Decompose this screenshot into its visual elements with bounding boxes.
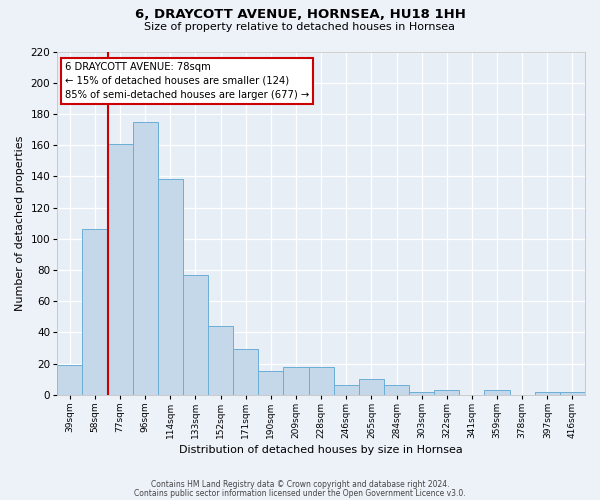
Bar (384, 386, 409, 394)
Text: Contains HM Land Registry data © Crown copyright and database right 2024.: Contains HM Land Registry data © Crown c… (151, 480, 449, 489)
Bar (258, 372, 283, 394)
Text: Size of property relative to detached houses in Hornsea: Size of property relative to detached ho… (145, 22, 455, 32)
Bar (208, 326, 233, 394)
Bar (158, 180, 183, 394)
Bar (359, 379, 384, 394)
Bar (107, 144, 133, 394)
Bar (560, 392, 585, 394)
Text: 6 DRAYCOTT AVENUE: 78sqm
← 15% of detached houses are smaller (124)
85% of semi-: 6 DRAYCOTT AVENUE: 78sqm ← 15% of detach… (65, 62, 310, 100)
Bar (233, 350, 258, 395)
Bar (535, 392, 560, 394)
Y-axis label: Number of detached properties: Number of detached properties (15, 136, 25, 311)
Bar (334, 386, 359, 394)
Bar (82, 230, 107, 394)
Bar (308, 366, 334, 394)
Bar (183, 274, 208, 394)
Bar (283, 366, 308, 394)
Bar (57, 365, 82, 394)
Bar (133, 122, 158, 394)
Bar (484, 390, 509, 394)
Bar (434, 390, 460, 394)
Text: 6, DRAYCOTT AVENUE, HORNSEA, HU18 1HH: 6, DRAYCOTT AVENUE, HORNSEA, HU18 1HH (134, 8, 466, 20)
Text: Contains public sector information licensed under the Open Government Licence v3: Contains public sector information licen… (134, 488, 466, 498)
Bar (409, 392, 434, 394)
X-axis label: Distribution of detached houses by size in Hornsea: Distribution of detached houses by size … (179, 445, 463, 455)
